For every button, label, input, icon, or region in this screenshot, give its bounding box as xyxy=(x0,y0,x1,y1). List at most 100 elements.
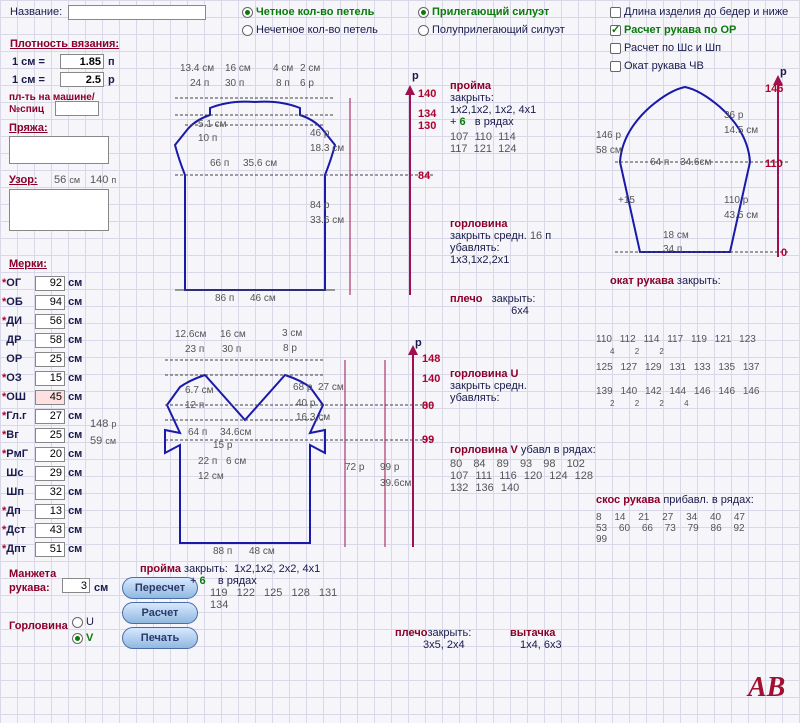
machine-input[interactable] xyxy=(55,101,99,116)
okat-block: окат рукава закрыть: xyxy=(610,275,790,287)
meas-vg-l: Вг xyxy=(6,429,19,441)
b-h46: 46 р xyxy=(310,128,329,139)
meas-shp-l: Шп xyxy=(6,486,24,498)
f-d67: 6.7 см xyxy=(185,385,214,396)
check-okat-chv[interactable]: Окат рукава ЧВ xyxy=(610,60,704,72)
meas-og-v[interactable] xyxy=(35,276,65,291)
check-shs-shp[interactable]: Расчет по Шс и Шп xyxy=(610,42,721,54)
radio-even[interactable]: Четное кол-во петель xyxy=(242,6,374,18)
f-d3: 3 см xyxy=(282,328,302,339)
check-sleeve-or[interactable]: Расчет рукава по ОР xyxy=(610,24,736,36)
shoulder2-block: плечозакрыть: 3х5, 2х4 xyxy=(395,627,471,651)
f-p23: 23 п xyxy=(185,344,204,355)
b-w2: 16 см xyxy=(225,63,251,74)
radio-odd-label: Нечетное кол-во петель xyxy=(256,24,378,36)
radio-semifitted[interactable]: Полуприлегающий силуэт xyxy=(418,24,565,36)
b-r134: 134 xyxy=(418,108,436,120)
back-pattern xyxy=(155,60,445,310)
b-p86: 86 п xyxy=(215,293,234,304)
b-h84: 84 р xyxy=(310,200,329,211)
meas-dpt-l: Дпт xyxy=(6,543,26,555)
density-r-input[interactable] xyxy=(60,72,104,87)
check-length[interactable]: Длина изделия до бедер и ниже xyxy=(610,6,788,18)
logo: AB xyxy=(748,672,785,704)
radio-fitted[interactable]: Прилегающий силуэт xyxy=(418,6,549,18)
side-p148: 148 р xyxy=(90,418,116,430)
b-w4: 2 см xyxy=(300,63,320,74)
meas-shp-v[interactable] xyxy=(35,485,65,500)
radio-u[interactable]: U xyxy=(72,616,94,628)
meas-oz-l: ОЗ xyxy=(6,372,21,384)
f-w6: 6 см xyxy=(226,456,246,467)
f-p15: 15 р xyxy=(213,440,232,451)
meas-dst-v[interactable] xyxy=(35,523,65,538)
meas-shs-l: Шс xyxy=(6,467,23,479)
meas-glg-v[interactable] xyxy=(35,409,65,424)
meas-di-l: ДИ xyxy=(6,315,22,327)
b-p30: 30 п xyxy=(225,78,244,89)
meas-dr-v[interactable] xyxy=(35,333,65,348)
b-w3: 4 см xyxy=(273,63,293,74)
meas-di-v[interactable] xyxy=(35,314,65,329)
meas-row: *Шп xyxy=(2,483,28,502)
b-w1: 13.4 см xyxy=(180,63,214,74)
radio-even-label: Четное кол-во петель xyxy=(256,6,374,18)
f-p22: 22 п xyxy=(198,456,217,467)
meas-row: *Дп xyxy=(2,502,28,521)
meas-or-v[interactable] xyxy=(35,352,65,367)
meas-og-l: ОГ xyxy=(6,277,21,289)
s-h145: 14.5 см xyxy=(724,125,758,136)
s-h36: 36 р xyxy=(724,110,743,121)
pattern-header: Узор: xyxy=(9,174,38,186)
f-h72: 72 р xyxy=(345,462,364,473)
meas-shs-v[interactable] xyxy=(35,466,65,481)
meas-oz-v[interactable] xyxy=(35,371,65,386)
meas-row: *ДИ xyxy=(2,312,28,331)
yarn-header: Пряжа: xyxy=(9,122,48,134)
name-label: Название: xyxy=(10,6,62,18)
check-length-label: Длина изделия до бедер и ниже xyxy=(624,6,788,18)
b-w356: 35.6 см xyxy=(243,158,277,169)
shoulder-block: плечо закрыть: 6х4 xyxy=(450,293,590,317)
unit-r-1: р xyxy=(108,74,115,86)
name-input[interactable] xyxy=(68,5,206,20)
f-p30: 30 п xyxy=(222,344,241,355)
meas-osh-l: ОШ xyxy=(6,391,26,403)
b-r84: 84 xyxy=(418,170,430,182)
density-p-input[interactable] xyxy=(60,54,104,69)
meas-row: *ОШ xyxy=(2,388,28,407)
side-r59: 59 см xyxy=(90,435,116,447)
pattern-p: 140 п xyxy=(90,174,116,186)
cm-eq-2: 1 см = xyxy=(12,74,45,86)
meas-vg-v[interactable] xyxy=(35,428,65,443)
radio-odd[interactable]: Нечетное кол-во петель xyxy=(242,24,378,36)
cuff-input[interactable] xyxy=(62,578,90,593)
meas-dp-v[interactable] xyxy=(35,504,65,519)
b-h183: 18.3 см xyxy=(310,143,344,154)
pattern-input[interactable] xyxy=(9,189,109,231)
f-w27: 27 см xyxy=(318,382,344,393)
s-plabel: p xyxy=(780,66,787,78)
meas-glg-l: Гл.г xyxy=(6,410,26,422)
f-w346: 34.6см xyxy=(220,427,251,438)
meas-row: *РмГ xyxy=(2,445,28,464)
f-plabel: p xyxy=(415,337,422,349)
print-button[interactable]: Печать xyxy=(122,627,198,649)
necku-block: горловина U закрыть средн. убавлять: xyxy=(450,368,590,404)
measurements-header: Мерки: xyxy=(9,258,47,270)
neck-block: горловина закрыть средн. 16 п убавлять: … xyxy=(450,218,590,266)
f-w48: 48 см xyxy=(249,546,275,557)
meas-rmg-v[interactable] xyxy=(35,447,65,462)
okat-nums: 110 112 114 117 119 121 123 4 2 2 125 12… xyxy=(596,334,796,410)
yarn-input[interactable] xyxy=(9,136,109,164)
f-r140: 140 xyxy=(422,373,440,385)
meas-or-l: ОР xyxy=(6,353,22,365)
s-r110: 110 xyxy=(765,158,783,170)
s-w18: 18 см xyxy=(663,230,689,241)
meas-ob-v[interactable] xyxy=(35,295,65,310)
meas-osh-v[interactable] xyxy=(35,390,65,405)
b-p66: 66 п xyxy=(210,158,229,169)
f-h163: 16.3 см xyxy=(296,412,330,423)
radio-v[interactable]: V xyxy=(72,632,93,644)
meas-dpt-v[interactable] xyxy=(35,542,65,557)
